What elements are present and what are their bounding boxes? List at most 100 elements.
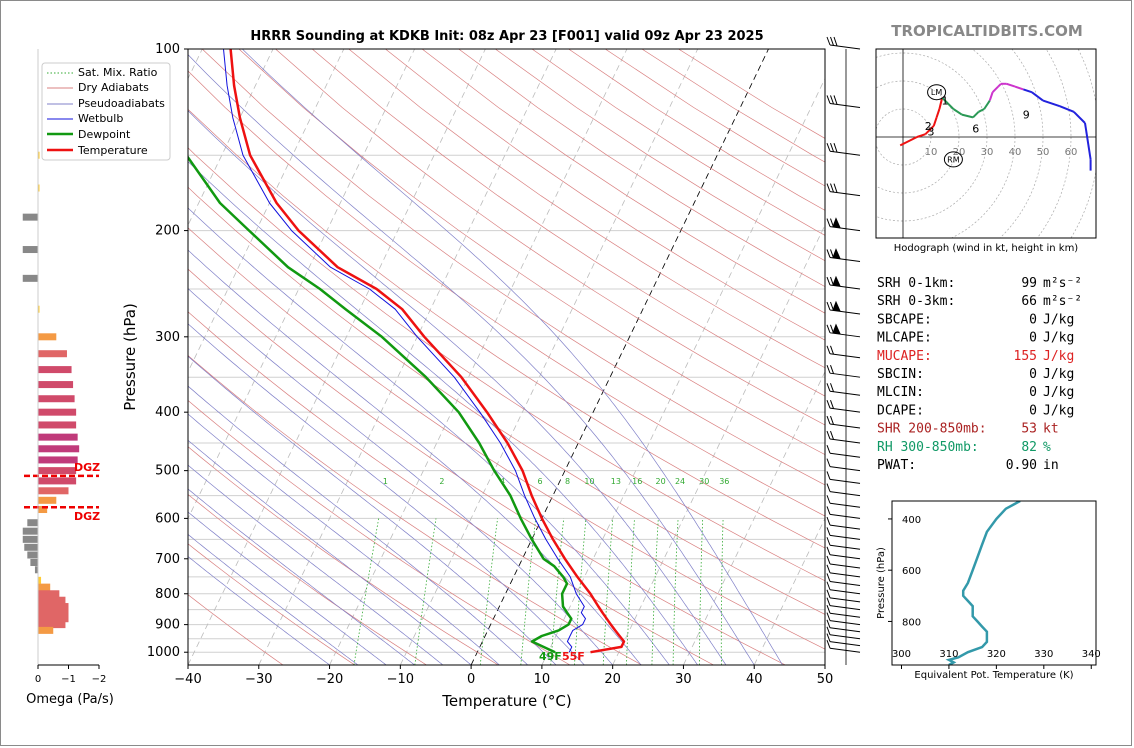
wind-barb-flag bbox=[826, 399, 831, 409]
wind-barb-flag bbox=[833, 143, 838, 153]
watermark: TROPICALTIDBITS.COM bbox=[891, 22, 1083, 40]
omega-bar bbox=[38, 590, 60, 598]
dry-adiabat bbox=[238, 49, 825, 455]
legend: Sat. Mix. Ratio Dry Adiabats Pseudoadiab… bbox=[41, 62, 171, 161]
mixing-ratio-line bbox=[602, 518, 614, 665]
mixing-ratio-line bbox=[550, 518, 565, 665]
storm-motion-label: RM bbox=[947, 155, 960, 164]
legend-label-dry: Dry Adiabats bbox=[78, 81, 149, 94]
mixing-ratio-line bbox=[574, 518, 587, 665]
hodo-segment bbox=[991, 85, 999, 93]
index-unit: J/kg bbox=[1043, 385, 1074, 400]
dry-adiabat bbox=[201, 49, 825, 486]
series-dewpoint bbox=[188, 155, 573, 654]
wind-barb-flag bbox=[826, 471, 831, 480]
omega-bar bbox=[38, 350, 67, 358]
hodo-segment bbox=[972, 111, 980, 119]
omega-bar bbox=[38, 576, 42, 584]
index-label: PWAT: bbox=[877, 458, 916, 473]
wind-barb-flag bbox=[826, 143, 831, 152]
theta-x-tick-label: 340 bbox=[1082, 649, 1101, 660]
mixing-ratio-line bbox=[479, 518, 498, 665]
hodo-ring-label: 10 bbox=[925, 147, 938, 158]
mixing-ratio-label: 2 bbox=[439, 477, 444, 486]
hodo-segment bbox=[1006, 82, 1016, 88]
mixing-ratio-label: 10 bbox=[584, 477, 594, 486]
omega-bar bbox=[38, 609, 69, 617]
isotherm bbox=[329, 49, 628, 665]
hodograph-label: Hodograph (wind in kt, height in km) bbox=[894, 243, 1079, 254]
isotherm bbox=[188, 49, 274, 227]
wind-barb bbox=[829, 563, 861, 569]
index-value: 66 bbox=[1021, 294, 1037, 309]
x-tick-label: 10 bbox=[534, 672, 551, 687]
hodo-height-label: 2 bbox=[925, 120, 932, 133]
omega-bar bbox=[38, 395, 75, 403]
omega-bar bbox=[38, 381, 74, 389]
omega-bar bbox=[22, 246, 38, 254]
omega-bar bbox=[38, 445, 80, 453]
index-unit: J/kg bbox=[1043, 312, 1074, 327]
omega-bar bbox=[38, 477, 77, 485]
wind-barb-flag bbox=[826, 301, 831, 311]
wind-barb-flag bbox=[830, 415, 834, 425]
index-unit: in bbox=[1043, 458, 1059, 473]
moist-adiabat bbox=[188, 533, 359, 665]
wind-barb-pennant bbox=[832, 248, 841, 260]
wind-barb-flag bbox=[830, 183, 834, 193]
hodo-segment bbox=[961, 113, 974, 119]
legend-label-wetbulb: Wetbulb bbox=[78, 112, 123, 125]
index-unit: kt bbox=[1043, 422, 1059, 437]
y-tick-label: 500 bbox=[155, 464, 180, 479]
dry-adiabat bbox=[188, 355, 642, 665]
wind-barb-flag bbox=[833, 95, 838, 105]
mixing-ratio-line bbox=[651, 518, 659, 665]
y-tick-label: 800 bbox=[155, 587, 180, 602]
dry-adiabat bbox=[188, 311, 714, 665]
wind-barb-flag bbox=[833, 183, 838, 193]
hodo-segment bbox=[938, 97, 944, 110]
mixing-ratio-label: 13 bbox=[611, 477, 621, 486]
index-label: MLCIN: bbox=[877, 385, 924, 400]
index-label: RH 300-850mb: bbox=[877, 440, 979, 455]
wind-barb-flag bbox=[826, 527, 831, 536]
hodo-height-label: 6 bbox=[972, 123, 979, 136]
moist-adiabat bbox=[188, 556, 330, 665]
wind-barb bbox=[829, 620, 861, 626]
hodo-segment bbox=[1031, 91, 1044, 102]
index-unit: m²s⁻² bbox=[1043, 294, 1082, 309]
indices-table: SRH 0-1km: 99 m²s⁻² SRH 0-3km: 66 m²s⁻² SBCAPE… bbox=[877, 276, 1082, 473]
mixing-ratio-line bbox=[699, 518, 704, 665]
wind-barb-flag bbox=[826, 612, 831, 621]
wind-barb-flag bbox=[826, 555, 831, 565]
mixing-ratio-label: 1 bbox=[383, 477, 388, 486]
moist-adiabat bbox=[188, 355, 557, 665]
wind-barb bbox=[829, 544, 861, 550]
isotherm bbox=[188, 49, 345, 373]
skewt-profiles bbox=[188, 49, 626, 654]
hodo-height-label: 1 bbox=[942, 95, 949, 108]
omega-bar bbox=[38, 184, 40, 192]
isotherm bbox=[612, 224, 825, 665]
wind-barb-flag bbox=[830, 95, 834, 105]
omega-bar bbox=[38, 305, 40, 313]
theta-x-tick-label: 320 bbox=[987, 649, 1006, 660]
wind-barb-flag bbox=[830, 430, 834, 440]
wind-barb-flag bbox=[826, 640, 831, 649]
omega-bar bbox=[38, 433, 78, 441]
hodo-ring-label: 20 bbox=[953, 147, 966, 158]
storm-motion-marker bbox=[943, 151, 963, 168]
omega-bar bbox=[22, 274, 38, 282]
dry-adiabat bbox=[348, 49, 825, 369]
wind-barb-flag bbox=[826, 573, 831, 582]
theta-e-profile bbox=[945, 501, 1021, 665]
mixing-ratio-label: 20 bbox=[656, 477, 666, 486]
y-tick-label: 400 bbox=[155, 405, 180, 420]
x-tick-label: −40 bbox=[174, 672, 201, 687]
omega-bar bbox=[27, 519, 38, 527]
y-tick-label: 1000 bbox=[147, 645, 180, 660]
index-unit: J/kg bbox=[1043, 349, 1074, 364]
wind-barb bbox=[829, 597, 861, 603]
index-label: MUCAPE: bbox=[877, 349, 932, 364]
